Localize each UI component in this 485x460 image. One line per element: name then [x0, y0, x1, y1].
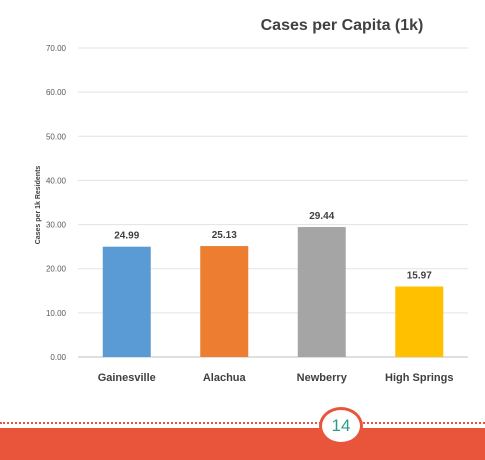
- data-labels: 24.99 25.13 29.44 15.97: [114, 211, 432, 281]
- data-label: 29.44: [309, 211, 334, 222]
- x-tick-label: High Springs: [385, 372, 453, 384]
- y-tick-label: 10.00: [46, 309, 67, 318]
- y-tick-label: 30.00: [46, 221, 67, 230]
- bar: [395, 286, 444, 357]
- y-tick-label: 20.00: [46, 265, 67, 274]
- y-axis-label: Cases per 1k Residents: [35, 166, 42, 245]
- data-label: 15.97: [407, 271, 432, 282]
- footer-dotted-line: [0, 422, 485, 424]
- y-tick-label: 60.00: [46, 88, 67, 97]
- y-tick-label: 40.00: [46, 176, 67, 185]
- y-tick-label: 50.00: [46, 132, 67, 141]
- footer-band: [0, 428, 485, 460]
- bar: [200, 246, 249, 357]
- data-label: 25.13: [212, 230, 237, 241]
- bar: [297, 227, 346, 357]
- x-tick-label: Newberry: [297, 372, 348, 384]
- y-axis-ticks: 0.00 10.00 20.00 30.00 40.00 50.00 60.00 70.00: [46, 44, 67, 362]
- x-tick-label: Alachua: [203, 372, 247, 384]
- x-axis-labels: Gainesville Alachua Newberry High Springs: [98, 372, 454, 384]
- x-tick-label: Gainesville: [98, 372, 156, 384]
- bar: [102, 246, 151, 357]
- page-number: 14: [331, 416, 351, 435]
- y-tick-label: 0.00: [50, 353, 66, 362]
- chart-title: Cases per Capita (1k): [261, 17, 424, 34]
- y-tick-label: 70.00: [46, 44, 67, 53]
- data-label: 24.99: [114, 231, 139, 242]
- page-number-badge: 14: [319, 407, 363, 445]
- bar-chart: Cases per Capita (1k) Cases per 1k Resid…: [35, 17, 468, 384]
- bars: [102, 227, 444, 357]
